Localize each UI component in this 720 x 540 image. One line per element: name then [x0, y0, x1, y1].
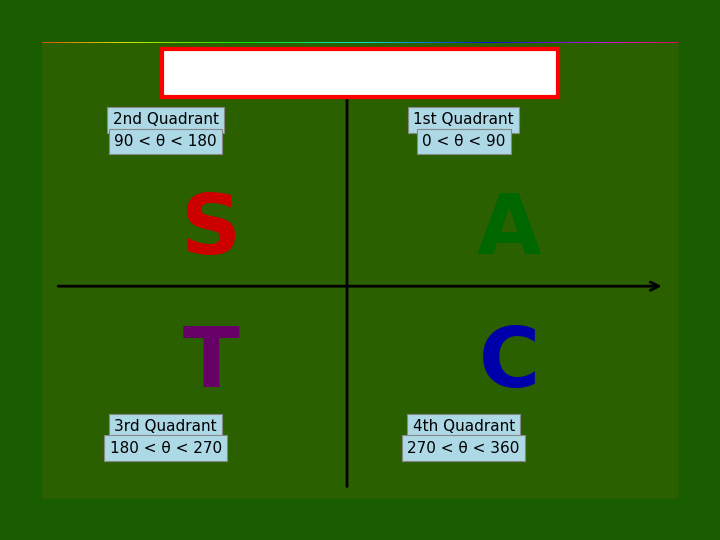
Text: S: S — [323, 56, 350, 90]
Text: Diagram: Diagram — [374, 56, 541, 90]
Text: The: The — [191, 56, 269, 90]
Text: 0 < θ < 90: 0 < θ < 90 — [422, 134, 505, 149]
Text: C: C — [269, 56, 295, 90]
Text: 3rd Quadrant: 3rd Quadrant — [114, 419, 217, 434]
Text: 180 < θ < 270: 180 < θ < 270 — [109, 441, 222, 456]
Text: C: C — [479, 323, 539, 404]
Text: 1st Quadrant: 1st Quadrant — [413, 112, 514, 127]
FancyBboxPatch shape — [163, 49, 557, 97]
Text: 2nd Quadrant: 2nd Quadrant — [112, 112, 219, 127]
Text: 90 < θ < 180: 90 < θ < 180 — [114, 134, 217, 149]
Text: S: S — [181, 190, 241, 271]
Text: A: A — [477, 190, 541, 271]
Text: T: T — [183, 323, 239, 404]
Text: 270 < θ < 360: 270 < θ < 360 — [408, 441, 520, 456]
Text: 4th Quadrant: 4th Quadrant — [413, 419, 515, 434]
Text: T: T — [350, 56, 374, 90]
Text: A: A — [295, 56, 323, 90]
